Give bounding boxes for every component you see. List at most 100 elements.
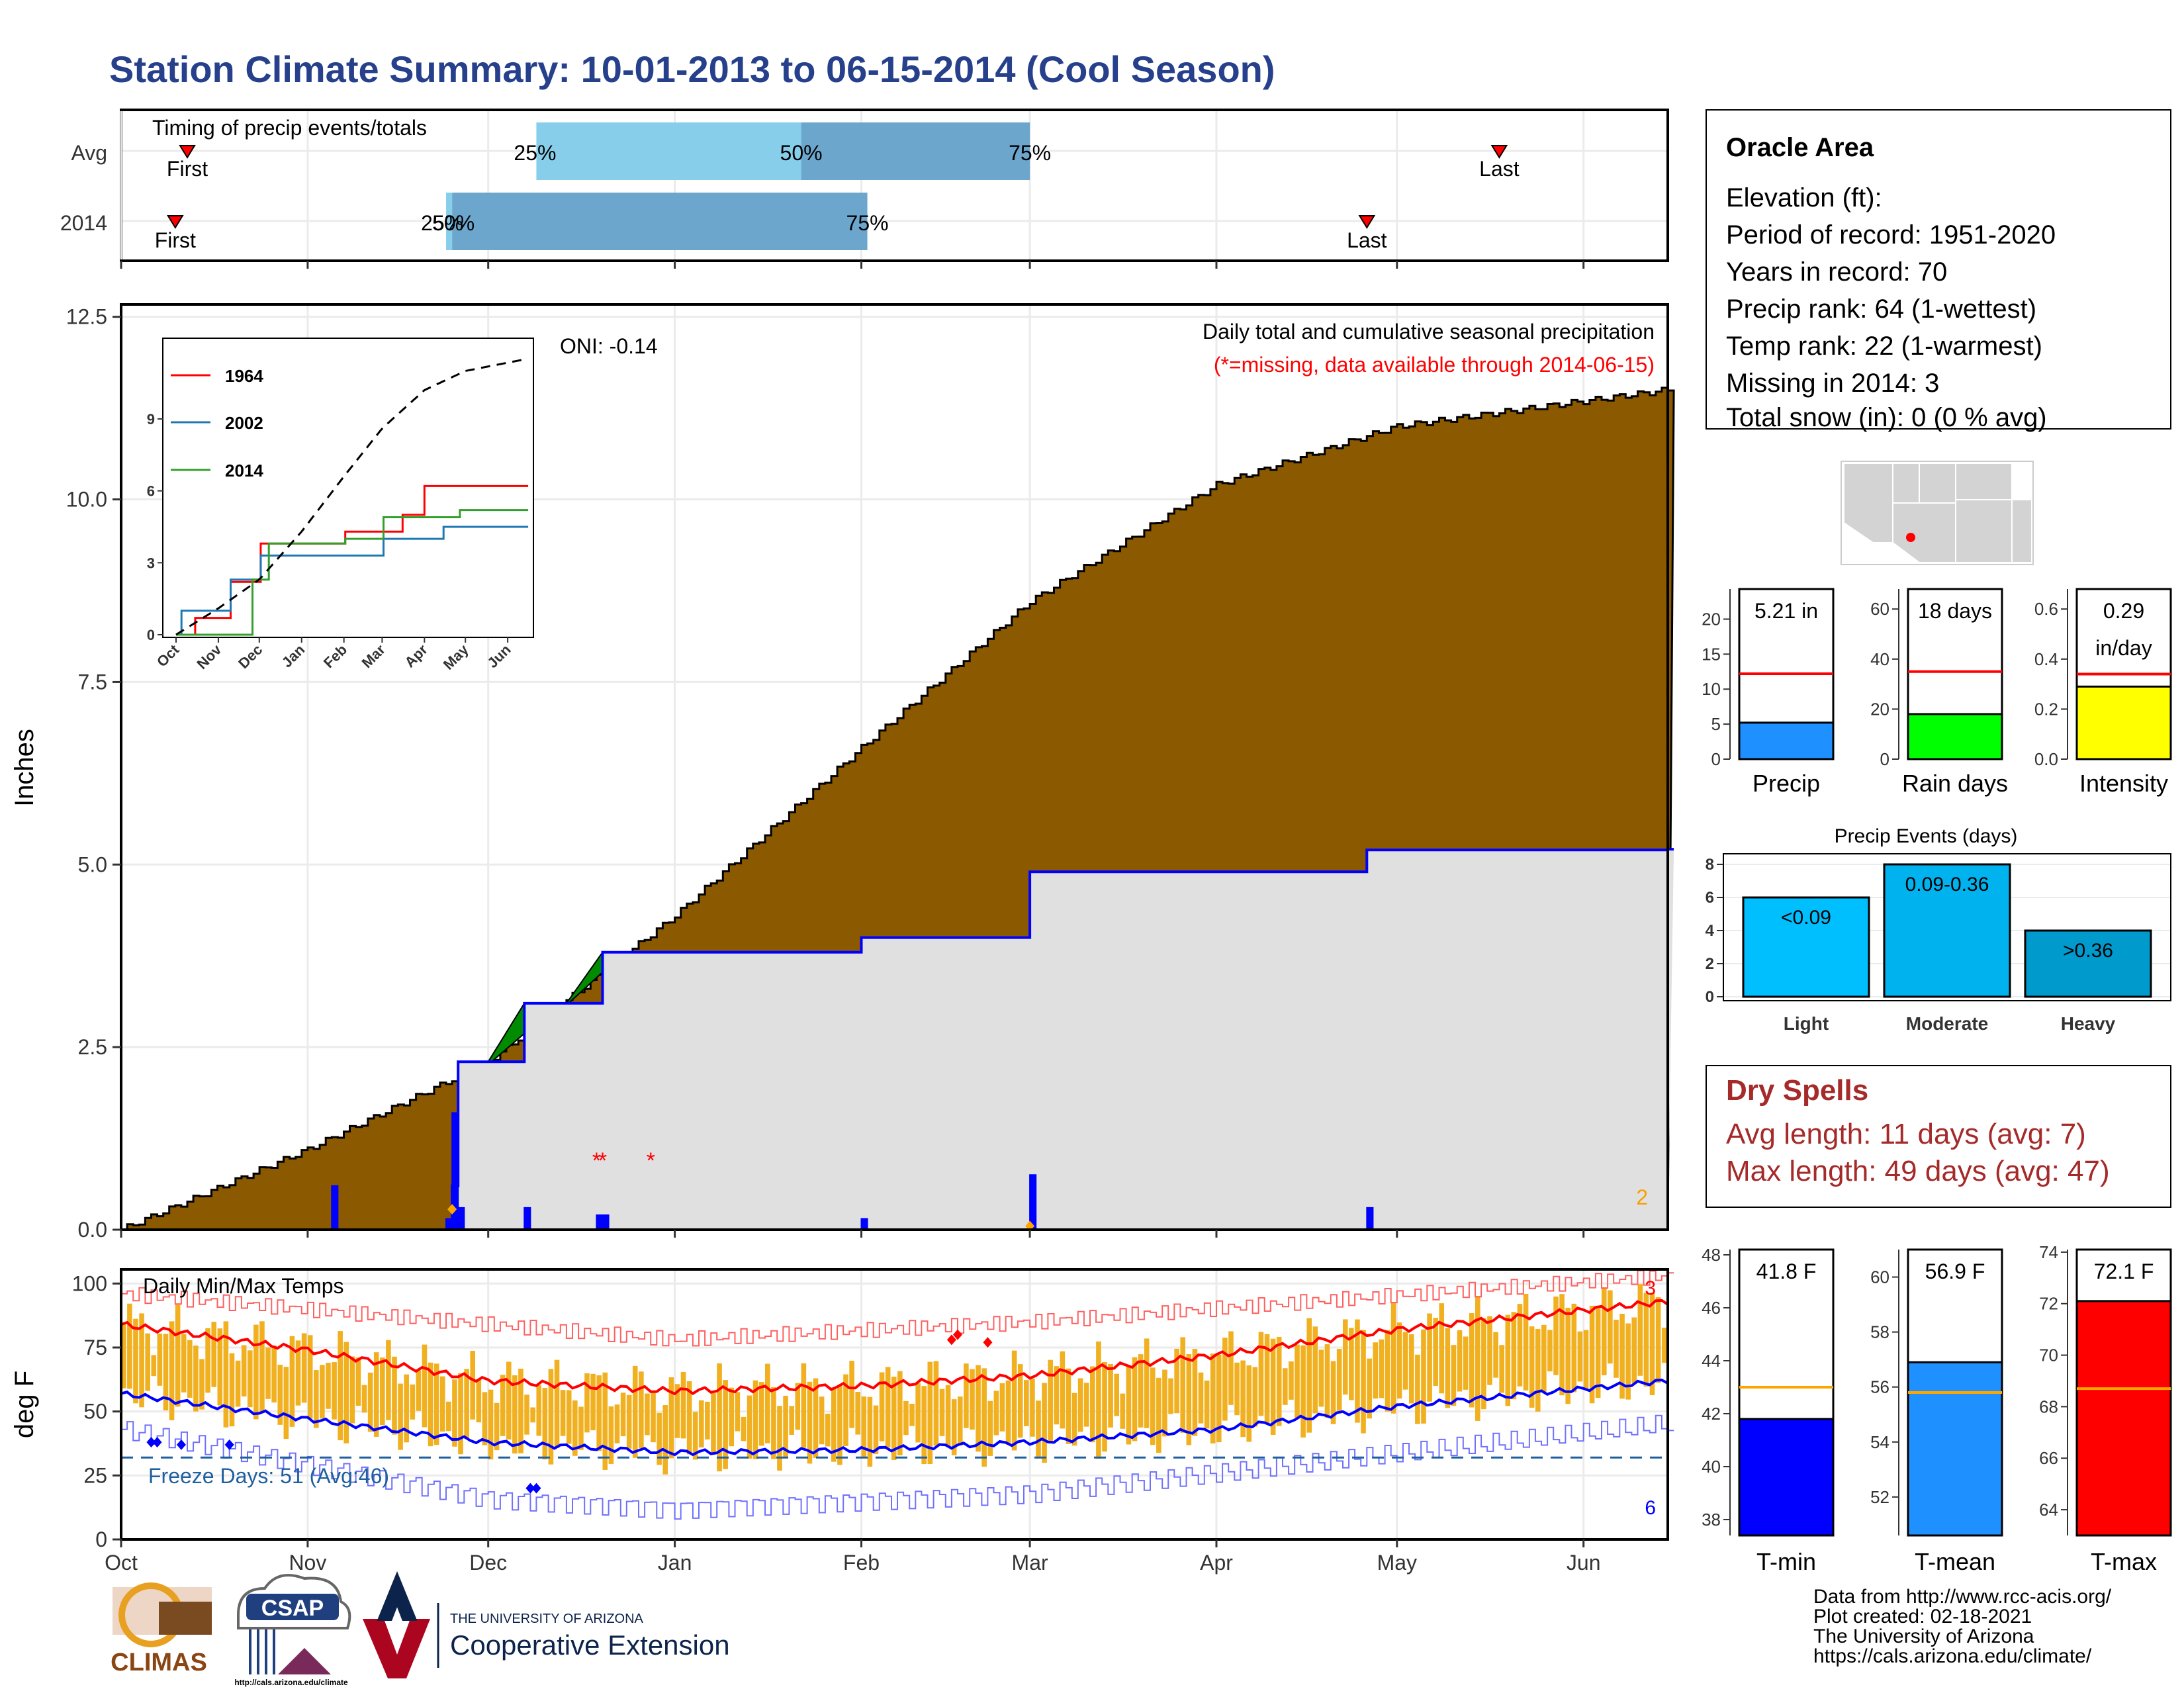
daily-temp-range-bar xyxy=(1402,1332,1408,1390)
ua-big-text: Cooperative Extension xyxy=(450,1629,730,1661)
daily-temp-range-bar xyxy=(1649,1293,1655,1395)
inset-y-tick-label: 3 xyxy=(147,555,155,571)
daily-temp-range-bar xyxy=(861,1396,867,1457)
timing-title: Timing of precip events/totals xyxy=(152,116,427,140)
inset-line-2002 xyxy=(176,526,529,636)
daily-temp-range-bar xyxy=(518,1368,523,1453)
temp-summary-bar xyxy=(1907,1361,2003,1537)
daily-temp-range-bar xyxy=(819,1396,825,1445)
temp-summary-tick-label: 56 xyxy=(1870,1377,1889,1397)
daily-temp-range-bar xyxy=(1614,1320,1619,1378)
daily-temp-range-bar xyxy=(657,1412,662,1465)
record-marker xyxy=(224,1439,234,1450)
daily-temp-range-bar xyxy=(1174,1348,1179,1414)
daily-temp-range-bar xyxy=(1289,1361,1294,1400)
record-marker xyxy=(146,1437,156,1448)
precip-y-tick-label: 2.5 xyxy=(78,1035,107,1059)
footer-data-source: Data from http://www.rcc-acis.org/ xyxy=(1813,1586,2112,1608)
daily-temp-range-bar xyxy=(1481,1318,1486,1410)
daily-temp-range-bar xyxy=(458,1373,463,1455)
precip-summary-tick-label: 0 xyxy=(1880,749,1889,769)
daily-temp-range-bar xyxy=(307,1335,313,1419)
daily-temp-range-bar xyxy=(849,1361,854,1428)
precip-summary-category-label: Rain days xyxy=(1902,770,2008,797)
events-y-tick-label: 0 xyxy=(1706,988,1714,1006)
daily-temp-range-bar xyxy=(614,1404,620,1443)
inset-frame xyxy=(162,338,534,638)
daily-temp-range-bar xyxy=(1258,1332,1264,1416)
footer-url: https://cals.arizona.edu/climate/ xyxy=(1813,1645,2092,1667)
precip-summary-tick-label: 5 xyxy=(1711,714,1721,734)
daily-temp-range-bar xyxy=(380,1357,385,1426)
precip-note: Daily total and cumulative seasonal prec… xyxy=(1203,320,1655,343)
inset-y-tick-label: 6 xyxy=(147,483,155,500)
daily-temp-range-bar xyxy=(764,1363,770,1443)
daily-precip-bar xyxy=(596,1214,604,1230)
temp-summary-tick-label: 58 xyxy=(1870,1322,1889,1342)
daily-temp-range-bar xyxy=(392,1356,397,1435)
avg-first-marker xyxy=(179,145,196,159)
daily-temp-range-bar xyxy=(1408,1334,1414,1404)
daily-temp-range-bar xyxy=(127,1303,132,1389)
footer-university: The University of Arizona xyxy=(1813,1625,2034,1647)
temp-summary-bars: 38 40 42 44 46 48 41.8 F T-min 52 54 56 58 60 56.9 F T… xyxy=(1702,1242,2172,1575)
locator-map xyxy=(1841,461,2034,565)
daily-temp-range-bar xyxy=(752,1380,758,1459)
daily-temp-range-bar xyxy=(1264,1334,1270,1424)
daily-temp-range-bar xyxy=(879,1372,885,1441)
daily-temp-range-bar xyxy=(1439,1303,1445,1394)
daily-temp-range-bar xyxy=(1601,1287,1607,1375)
month-tick-label: Jan xyxy=(658,1551,692,1575)
inset-line-2014 xyxy=(176,509,529,636)
precip-missing-note: (*=missing, data available through 2014-… xyxy=(1214,353,1655,377)
dry-spells-title: Dry Spells xyxy=(1726,1074,1868,1107)
daily-temp-range-bar xyxy=(1385,1330,1390,1412)
precip-summary-category-label: Precip xyxy=(1752,770,1820,797)
daily-temp-range-bar xyxy=(361,1385,367,1413)
month-tick-label: Dec xyxy=(469,1551,507,1575)
temp-summary-tick-label: 72 xyxy=(2039,1294,2058,1314)
daily-temp-range-bar xyxy=(668,1377,674,1459)
avg-p50-label: 50% xyxy=(780,141,823,165)
inset-average-line xyxy=(175,358,526,636)
daily-temp-range-bar xyxy=(891,1377,897,1460)
daily-temp-range-bar xyxy=(1042,1383,1047,1463)
csap-logo: CSAP http://cals.arizona.edu/climate xyxy=(234,1574,351,1687)
map-state-utah xyxy=(1919,463,1956,504)
daily-temp-range-bar xyxy=(1295,1344,1300,1419)
legend-label-2014: 2014 xyxy=(225,461,263,480)
daily-temp-range-bar xyxy=(1108,1363,1113,1428)
daily-temp-range-bar xyxy=(1246,1365,1252,1442)
precip-summary-bar xyxy=(1738,721,1835,760)
y2014-p50-label: 50% xyxy=(432,211,475,235)
oni-label: ONI: -0.14 xyxy=(560,334,658,358)
daily-temp-range-bar xyxy=(235,1360,241,1407)
daily-temp-range-bar xyxy=(771,1387,776,1459)
ua-small-text: THE UNIVERSITY OF ARIZONA xyxy=(450,1612,644,1626)
temp-panel-title: Daily Min/Max Temps xyxy=(143,1274,343,1298)
precip-y-label: Inches xyxy=(10,729,39,807)
daily-temp-range-bar xyxy=(265,1347,271,1399)
daily-precip-bar xyxy=(1029,1174,1037,1230)
daily-temp-range-bar xyxy=(211,1322,216,1387)
record-marker xyxy=(176,1439,186,1450)
events-y-tick-label: 8 xyxy=(1706,856,1714,874)
daily-temp-range-bar xyxy=(1595,1308,1601,1398)
csap-url: http://cals.arizona.edu/climate xyxy=(234,1678,348,1687)
precip-panel-frame xyxy=(120,303,1669,1231)
temp-summary-tick-label: 42 xyxy=(1702,1404,1721,1424)
month-tick-label: May xyxy=(1377,1551,1417,1575)
daily-temp-range-bar xyxy=(338,1331,343,1441)
temp-summary-tick-label: 44 xyxy=(1702,1351,1721,1371)
daily-temp-range-bar xyxy=(981,1368,987,1467)
cumulative-2014-area xyxy=(121,849,1674,1230)
precip-summary-category-label: Intensity xyxy=(2079,770,2168,797)
daily-temp-range-bar xyxy=(1270,1338,1276,1436)
events-bar-label: 0.09-0.36 xyxy=(1905,874,1989,895)
record-max-line xyxy=(121,1269,1674,1347)
legend-label-2002: 2002 xyxy=(225,413,263,433)
min-record-count: 6 xyxy=(1645,1497,1656,1519)
precip-summary-tick-label: 0.2 xyxy=(2034,699,2058,719)
daily-precip-bar xyxy=(860,1218,868,1230)
daily-temp-range-bar xyxy=(1625,1323,1631,1400)
